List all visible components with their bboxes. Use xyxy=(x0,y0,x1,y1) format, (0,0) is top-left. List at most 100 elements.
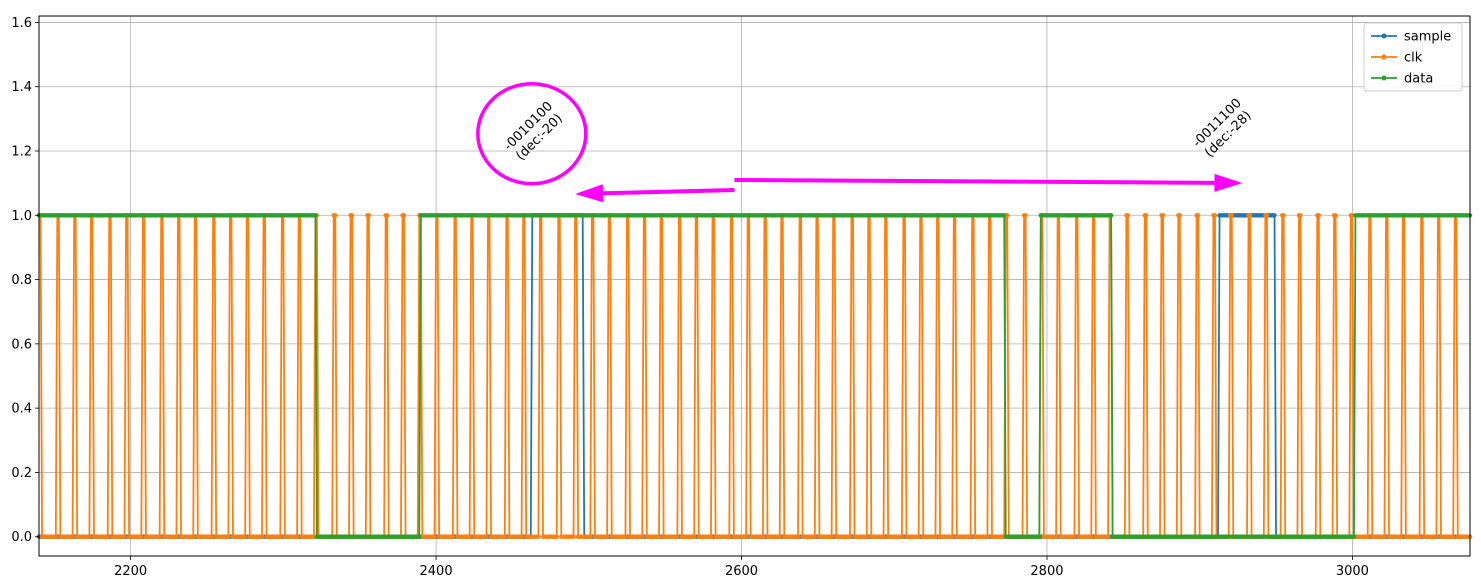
data-point-data xyxy=(1108,213,1114,218)
data-point-clk xyxy=(450,534,456,539)
data-point-clk xyxy=(1212,213,1218,218)
data-point-clk xyxy=(1195,213,1201,218)
data-point-clk xyxy=(1005,213,1010,218)
data-point-clk xyxy=(122,534,127,539)
data-point-clk xyxy=(105,534,110,539)
y-tick-label: 0.0 xyxy=(11,530,32,545)
arrow-head xyxy=(575,184,604,203)
data-point-clk xyxy=(1053,534,1059,539)
data-point-clk xyxy=(278,534,283,539)
data-point-clk xyxy=(1125,213,1131,218)
data-point-clk xyxy=(432,534,437,539)
data-point-clk xyxy=(1333,213,1338,218)
data-point-clk xyxy=(259,534,265,539)
data-point-clk xyxy=(87,534,92,539)
data-point-clk xyxy=(349,213,355,218)
data-point-clk xyxy=(571,534,576,539)
data-point-clk xyxy=(847,534,853,539)
data-point-clk xyxy=(623,534,628,539)
y-tick-label: 1.6 xyxy=(11,16,32,31)
data-point-clk xyxy=(467,534,472,539)
data-point-clk xyxy=(899,534,905,539)
data-point-clk xyxy=(53,534,58,539)
data-point-clk xyxy=(366,213,372,218)
x-tick-label: 2800 xyxy=(1030,564,1063,579)
data-point-clk xyxy=(311,534,317,539)
arrow-shaft xyxy=(602,188,735,196)
data-point-sample xyxy=(1272,213,1277,218)
data-point-clk xyxy=(812,534,818,539)
data-point-clk xyxy=(484,534,489,539)
data-point-clk xyxy=(1451,534,1456,539)
data-point-clk xyxy=(795,534,801,539)
data-point-clk xyxy=(1229,213,1234,218)
data-point-clk xyxy=(1247,213,1253,218)
data-point-clk xyxy=(554,534,559,539)
arrow-head xyxy=(1214,173,1243,192)
data-point-clk xyxy=(191,534,196,539)
data-point-clk xyxy=(157,534,162,539)
x-tick-label: 2400 xyxy=(420,564,453,579)
data-point-clk xyxy=(743,534,749,539)
data-point-clk xyxy=(1316,213,1322,218)
y-tick-label: 0.8 xyxy=(11,273,32,288)
data-point-clk xyxy=(1382,534,1387,539)
data-point-clk xyxy=(1177,213,1183,218)
data-point-data xyxy=(313,213,318,218)
data-point-clk xyxy=(1160,213,1166,218)
data-point-clk xyxy=(139,534,144,539)
y-tick-label: 1.0 xyxy=(11,209,32,224)
series-data xyxy=(36,213,1473,539)
data-point-clk xyxy=(604,534,610,539)
legend-marker-data xyxy=(1381,75,1387,81)
data-point-clk xyxy=(174,534,179,539)
data-point-clk xyxy=(1264,213,1270,218)
data-point-clk xyxy=(760,534,766,539)
legend-marker-clk xyxy=(1381,54,1387,60)
data-point-clk xyxy=(691,534,697,539)
data-point-clk xyxy=(1281,213,1286,218)
arrow-shaft xyxy=(734,178,1215,185)
data-point-clk xyxy=(950,534,955,539)
data-point-clk xyxy=(519,534,524,539)
data-point-clk xyxy=(933,534,938,539)
data-point-data xyxy=(417,534,422,539)
legend-label-sample: sample xyxy=(1404,30,1451,45)
data-point-clk xyxy=(727,534,732,539)
legend-label-clk: clk xyxy=(1404,51,1423,66)
data-point-clk xyxy=(864,534,869,539)
data-point-clk xyxy=(1365,534,1370,539)
data-point-clk xyxy=(588,534,593,539)
data-point-clk xyxy=(829,534,834,539)
data-point-clk xyxy=(226,534,231,539)
data-point-clk xyxy=(536,534,541,539)
data-point-data xyxy=(1351,534,1357,539)
data-point-clk xyxy=(1144,213,1149,218)
data-point-data xyxy=(1002,213,1007,218)
y-tick-label: 1.4 xyxy=(11,80,32,95)
data-point-clk xyxy=(1023,213,1028,218)
data-point-clk xyxy=(1298,213,1303,218)
data-point-clk xyxy=(656,534,662,539)
y-tick-label: 0.6 xyxy=(11,337,32,352)
data-point-clk xyxy=(968,534,973,539)
data-point-clk xyxy=(401,213,407,218)
data-point-clk xyxy=(1072,534,1077,539)
legend-marker-sample xyxy=(1381,33,1387,39)
series-layer xyxy=(36,213,1473,539)
data-point-clk xyxy=(675,534,680,539)
data-point-clk xyxy=(70,534,75,539)
legend: sample clk data xyxy=(1363,22,1463,92)
data-point-clk xyxy=(385,213,390,218)
x-tick-label: 2200 xyxy=(114,564,147,579)
axes-frame xyxy=(38,15,1471,557)
ticks: 2200 2400 2600 2800 3000 0.0 0.2 0.4 0.6 0.8 1.0 1.… xyxy=(11,16,1369,579)
x-tick-label: 2600 xyxy=(725,564,758,579)
data-point-clk xyxy=(209,534,214,539)
data-point-clk xyxy=(242,534,248,539)
data-point-clk xyxy=(1089,534,1094,539)
data-point-clk xyxy=(985,534,990,539)
data-point-clk xyxy=(1434,534,1439,539)
